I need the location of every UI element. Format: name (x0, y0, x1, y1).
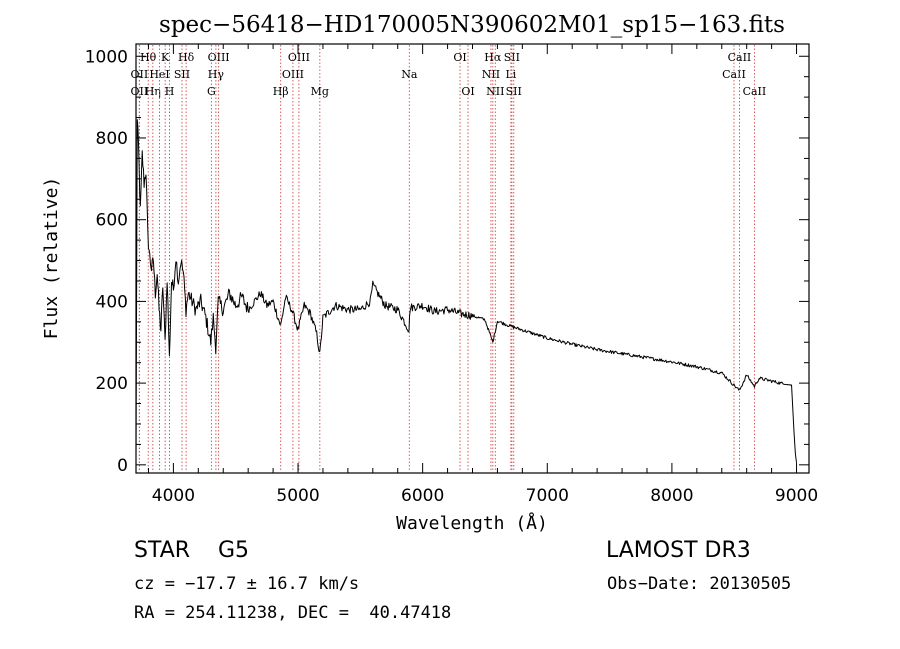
marker-label-23: SII (504, 51, 520, 64)
ra-dec-coordinates: RA = 254.11238, DEC = 40.47418 (134, 603, 452, 623)
spectrum-line (135, 119, 798, 463)
marker-label-26: CaII (728, 51, 752, 64)
marker-label-6: H (165, 85, 175, 98)
y-axis-label: Flux (relative) (41, 177, 62, 340)
marker-label-19: NII (482, 68, 500, 81)
x-tick-label-8000: 8000 (650, 486, 693, 506)
spectrum-series (135, 119, 798, 463)
marker-label-18: OI (461, 85, 474, 98)
marker-label-3: Hη (145, 85, 161, 98)
survey-name: LAMOST DR3 (606, 538, 751, 563)
marker-label-9: OIII (208, 51, 230, 64)
marker-label-5: K (161, 51, 170, 64)
chart-title: spec−56418−HD170005N390602M01_sp15−163.f… (159, 12, 785, 38)
object-class: STAR G5 (134, 538, 250, 563)
marker-label-14: OIII (288, 51, 310, 64)
marker-label-17: OI (453, 51, 466, 64)
y-tick-label-200: 200 (96, 374, 128, 394)
marker-label-10: Hγ (208, 68, 225, 81)
marker-label-7: SII (174, 68, 190, 81)
y-tick-label-800: 800 (96, 129, 128, 149)
marker-label-12: Hβ (273, 85, 289, 98)
marker-label-24: SII (506, 85, 522, 98)
x-tick-label-4000: 4000 (152, 486, 195, 506)
plot-frame (135, 43, 810, 474)
x-tick-label-6000: 6000 (401, 486, 444, 506)
marker-label-13: OIII (282, 68, 304, 81)
observation-date: Obs−Date: 20130505 (607, 574, 792, 594)
marker-label-27: CaII (743, 85, 767, 98)
x-axis: 4000 5000 6000 7000 8000 9000 (147, 44, 818, 506)
marker-label-11: G (207, 85, 216, 98)
marker-label-22: Li (505, 68, 516, 81)
y-tick-label-400: 400 (96, 292, 128, 312)
redshift-value: cz = −17.7 ± 16.7 km/s (134, 574, 360, 594)
marker-label-16: Na (401, 68, 418, 81)
marker-label-20: Hα (484, 51, 502, 64)
marker-label-0: Hθ (140, 51, 157, 64)
x-axis-label: Wavelength (Å) (396, 512, 548, 534)
marker-label-4: HeI (149, 68, 169, 81)
y-axis: 0 200 400 600 800 1000 (85, 47, 809, 476)
x-tick-label-5000: 5000 (276, 486, 319, 506)
x-tick-label-9000: 9000 (775, 486, 818, 506)
marker-label-8: Hδ (178, 51, 195, 64)
marker-label-15: Mg (311, 85, 329, 98)
marker-label-2: OII (131, 85, 149, 98)
x-tick-label-7000: 7000 (526, 486, 569, 506)
y-tick-label-600: 600 (96, 211, 128, 231)
marker-label-25: CaII (722, 68, 746, 81)
marker-label-21: NII (486, 85, 504, 98)
y-tick-label-0: 0 (117, 456, 128, 476)
y-tick-label-1000: 1000 (85, 47, 128, 67)
